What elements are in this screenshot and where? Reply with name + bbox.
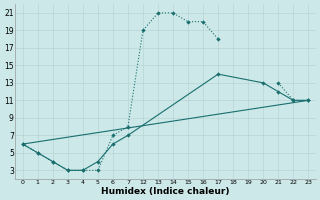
X-axis label: Humidex (Indice chaleur): Humidex (Indice chaleur) [101, 187, 230, 196]
